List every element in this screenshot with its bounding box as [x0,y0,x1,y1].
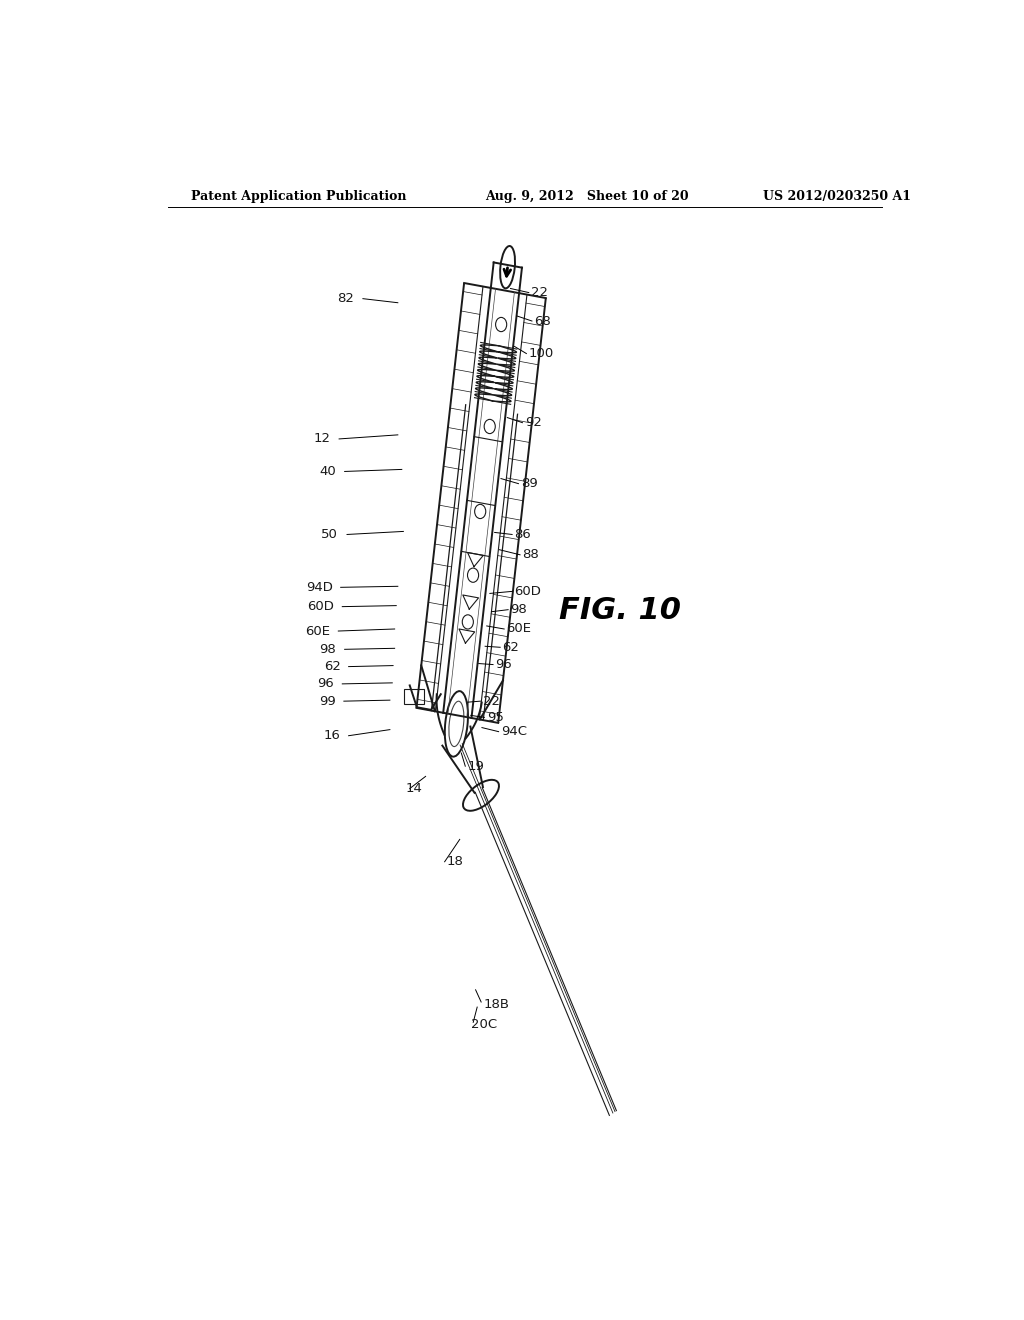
Text: 22: 22 [482,694,500,708]
Text: 18: 18 [447,855,464,869]
Text: 89: 89 [521,477,538,490]
Text: 19: 19 [468,760,484,772]
Text: FIG. 10: FIG. 10 [559,597,681,626]
Text: 20C: 20C [471,1018,497,1031]
Text: 60D: 60D [307,601,334,612]
Text: 60D: 60D [514,585,542,598]
Text: 98: 98 [319,643,336,656]
Text: 92: 92 [524,416,542,429]
Text: 88: 88 [522,548,540,561]
Text: 94C: 94C [501,725,527,738]
Text: 86: 86 [514,528,531,541]
FancyBboxPatch shape [403,689,424,704]
Text: 98: 98 [511,603,527,616]
Text: 96: 96 [317,677,334,690]
Text: 18B: 18B [483,998,510,1011]
Text: 68: 68 [535,314,551,327]
Text: 40: 40 [319,465,336,478]
Text: 82: 82 [337,292,354,305]
Text: 95: 95 [486,711,504,723]
Text: Aug. 9, 2012   Sheet 10 of 20: Aug. 9, 2012 Sheet 10 of 20 [485,190,689,202]
Text: US 2012/0203250 A1: US 2012/0203250 A1 [763,190,911,202]
Text: Patent Application Publication: Patent Application Publication [191,190,407,202]
Text: 50: 50 [322,528,338,541]
Text: 100: 100 [528,347,554,360]
Text: 94D: 94D [306,581,333,594]
Text: 14: 14 [406,781,423,795]
Text: 96: 96 [496,659,512,671]
Text: 62: 62 [503,640,519,653]
Text: 12: 12 [313,433,331,445]
Text: 62: 62 [324,660,341,673]
Text: 60E: 60E [507,623,531,635]
Text: 60E: 60E [305,624,331,638]
Text: 22: 22 [531,286,548,300]
Text: 16: 16 [324,729,341,742]
Text: 99: 99 [319,694,336,708]
